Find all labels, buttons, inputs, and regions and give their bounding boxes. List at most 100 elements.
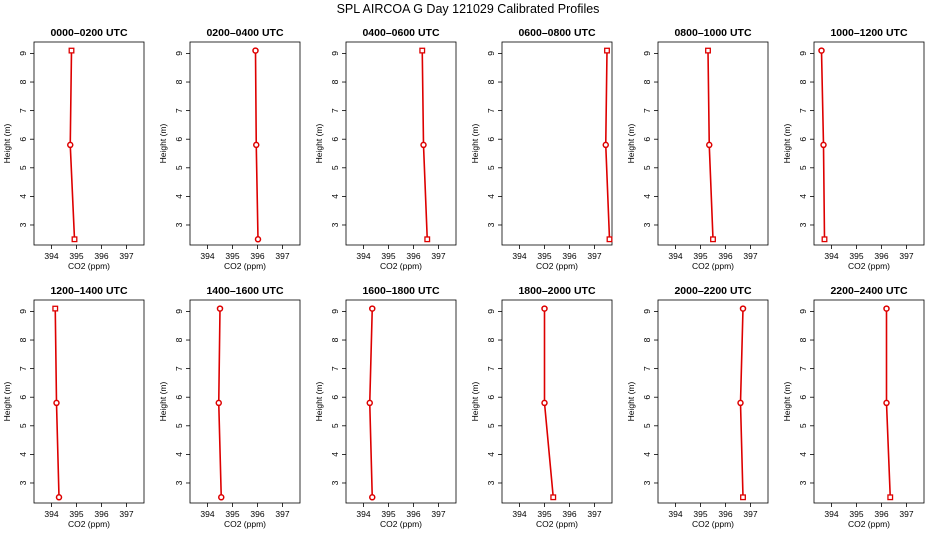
profile-panel: 0400–0600 UTC 394 395 396 397 CO2 (ppm) 3 4 5 6 7 8… xyxy=(314,27,457,271)
y-tick-label: 5 xyxy=(174,423,184,428)
y-tick-label: 4 xyxy=(798,452,808,457)
x-tick-label: 397 xyxy=(587,509,601,519)
panel-title: 1600–1800 UTC xyxy=(362,285,439,297)
y-tick-label: 6 xyxy=(642,395,652,400)
y-tick-label: 6 xyxy=(174,137,184,142)
y-tick-label: 6 xyxy=(798,137,808,142)
plot-frame xyxy=(813,299,925,504)
x-tick-label: 397 xyxy=(431,509,445,519)
x-tick-label: 395 xyxy=(693,251,707,261)
x-tick-label: 397 xyxy=(275,251,289,261)
y-tick-label: 9 xyxy=(330,309,340,314)
y-tick-label: 3 xyxy=(174,222,184,227)
x-tick-label: 397 xyxy=(743,251,757,261)
y-tick-label: 5 xyxy=(642,423,652,428)
y-axis-label: Height (m) xyxy=(782,382,792,422)
y-tick-label: 7 xyxy=(174,108,184,113)
y-tick-label: 7 xyxy=(18,108,28,113)
profile-panel: 1400–1600 UTC 394 395 396 397 CO2 (ppm) 3 4 5 6 7 8… xyxy=(158,285,301,529)
x-tick-label: 396 xyxy=(718,251,732,261)
data-point-circle xyxy=(737,399,744,407)
x-tick-label: 396 xyxy=(94,509,108,519)
y-tick-label: 9 xyxy=(642,51,652,56)
x-tick-label: 394 xyxy=(356,251,370,261)
data-point-square xyxy=(710,236,716,243)
y-tick-label: 8 xyxy=(330,337,340,342)
y-tick-label: 9 xyxy=(330,51,340,56)
x-tick-label: 394 xyxy=(200,251,214,261)
x-tick-label: 395 xyxy=(537,251,551,261)
panel-title: 1400–1600 UTC xyxy=(206,285,283,297)
y-tick-label: 7 xyxy=(486,366,496,371)
y-tick-label: 3 xyxy=(18,480,28,485)
x-tick-label: 394 xyxy=(824,251,838,261)
profile-panel: 0800–1000 UTC 394 395 396 397 CO2 (ppm) 3 4 5 6 7 8… xyxy=(626,27,769,271)
data-point-circle xyxy=(369,305,376,312)
x-tick-label: 396 xyxy=(250,509,264,519)
y-tick-label: 6 xyxy=(18,137,28,142)
y-tick-label: 8 xyxy=(18,337,28,342)
y-axis-label: Height (m) xyxy=(2,382,12,422)
y-tick-label: 9 xyxy=(798,309,808,314)
data-point-circle xyxy=(820,141,827,149)
panel-title: 0400–0600 UTC xyxy=(362,27,439,39)
plot-frame xyxy=(189,41,301,246)
y-tick-label: 8 xyxy=(798,337,808,342)
x-tick-label: 397 xyxy=(119,509,133,519)
y-tick-label: 4 xyxy=(486,452,496,457)
y-tick-label: 9 xyxy=(642,309,652,314)
data-point-square xyxy=(821,236,828,243)
data-point-circle xyxy=(706,141,713,149)
x-axis-label: CO2 (ppm) xyxy=(380,261,422,271)
x-tick-label: 394 xyxy=(512,251,526,261)
y-tick-label: 4 xyxy=(174,452,184,457)
y-tick-label: 4 xyxy=(330,452,340,457)
data-point-square xyxy=(424,236,431,243)
data-point-square xyxy=(550,494,557,501)
y-tick-label: 7 xyxy=(798,108,808,113)
y-tick-label: 3 xyxy=(642,480,652,485)
y-tick-label: 5 xyxy=(486,165,496,170)
x-tick-label: 396 xyxy=(718,509,732,519)
y-tick-label: 4 xyxy=(18,194,28,199)
y-tick-label: 6 xyxy=(174,395,184,400)
data-point-circle xyxy=(252,47,259,54)
y-tick-label: 5 xyxy=(486,423,496,428)
x-tick-label: 396 xyxy=(250,251,264,261)
x-tick-label: 394 xyxy=(44,509,58,519)
data-point-circle xyxy=(253,141,260,149)
x-tick-label: 395 xyxy=(537,509,551,519)
x-tick-label: 394 xyxy=(824,509,838,519)
y-tick-label: 3 xyxy=(174,480,184,485)
data-point-circle xyxy=(215,399,222,407)
data-point-square xyxy=(68,47,75,54)
data-point-circle xyxy=(883,399,890,407)
y-tick-label: 6 xyxy=(642,137,652,142)
data-point-circle xyxy=(216,305,224,312)
y-axis-label: Height (m) xyxy=(470,382,480,422)
data-point-circle xyxy=(541,305,548,312)
profile-panel: 1800–2000 UTC 394 395 396 397 CO2 (ppm) 3 4 5 6 7 8… xyxy=(470,285,613,529)
y-tick-label: 3 xyxy=(798,222,808,227)
panel-title: 1800–2000 UTC xyxy=(518,285,595,297)
x-tick-label: 395 xyxy=(225,509,239,519)
y-tick-label: 5 xyxy=(174,165,184,170)
data-point-circle xyxy=(366,399,373,407)
x-tick-label: 397 xyxy=(431,251,445,261)
panel-title: 2200–2400 UTC xyxy=(830,285,907,297)
plot-frame xyxy=(501,299,613,504)
x-tick-label: 396 xyxy=(406,251,420,261)
y-tick-label: 3 xyxy=(18,222,28,227)
x-tick-label: 397 xyxy=(119,251,133,261)
data-point-circle xyxy=(602,141,609,149)
x-tick-label: 397 xyxy=(743,509,757,519)
x-tick-label: 394 xyxy=(668,251,682,261)
y-tick-label: 8 xyxy=(486,337,496,342)
y-tick-label: 8 xyxy=(486,79,496,84)
x-tick-label: 396 xyxy=(406,509,420,519)
y-tick-label: 4 xyxy=(642,194,652,199)
y-tick-label: 3 xyxy=(798,480,808,485)
y-tick-label: 4 xyxy=(18,452,28,457)
x-axis-label: CO2 (ppm) xyxy=(692,261,734,271)
